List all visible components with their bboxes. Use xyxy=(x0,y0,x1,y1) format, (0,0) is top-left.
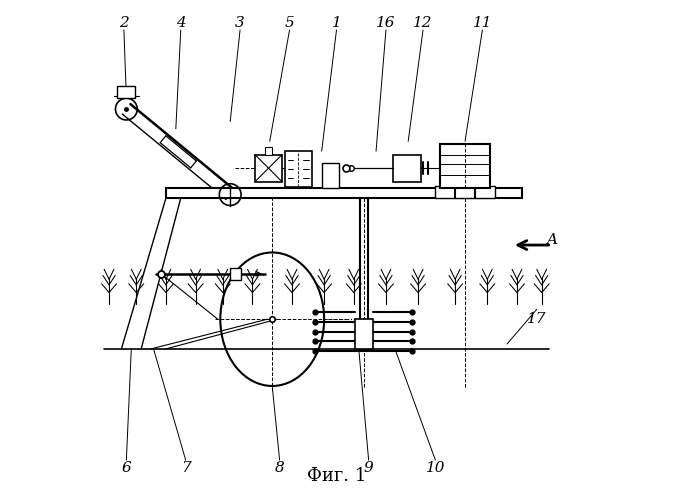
Bar xyxy=(393,154,421,182)
Bar xyxy=(118,86,135,98)
Bar xyxy=(435,186,495,198)
Text: 17: 17 xyxy=(527,312,546,326)
Bar xyxy=(264,147,273,154)
Text: A: A xyxy=(546,233,557,247)
Bar xyxy=(285,151,312,186)
Bar xyxy=(230,268,241,280)
Bar xyxy=(322,164,339,188)
Text: 10: 10 xyxy=(425,460,445,474)
Text: 9: 9 xyxy=(364,460,374,474)
Text: 4: 4 xyxy=(176,16,186,30)
Text: Фиг. 1: Фиг. 1 xyxy=(307,467,366,485)
Text: 11: 11 xyxy=(472,16,492,30)
Text: 8: 8 xyxy=(275,460,285,474)
Text: 12: 12 xyxy=(413,16,433,30)
Bar xyxy=(355,319,373,349)
Text: 2: 2 xyxy=(119,16,129,30)
Bar xyxy=(166,188,522,198)
Text: 1: 1 xyxy=(332,16,341,30)
Bar xyxy=(255,154,282,182)
Bar xyxy=(440,144,490,188)
Text: 16: 16 xyxy=(376,16,396,30)
Text: 6: 6 xyxy=(122,460,131,474)
Text: 3: 3 xyxy=(235,16,245,30)
Text: 7: 7 xyxy=(181,460,190,474)
Text: 5: 5 xyxy=(285,16,294,30)
